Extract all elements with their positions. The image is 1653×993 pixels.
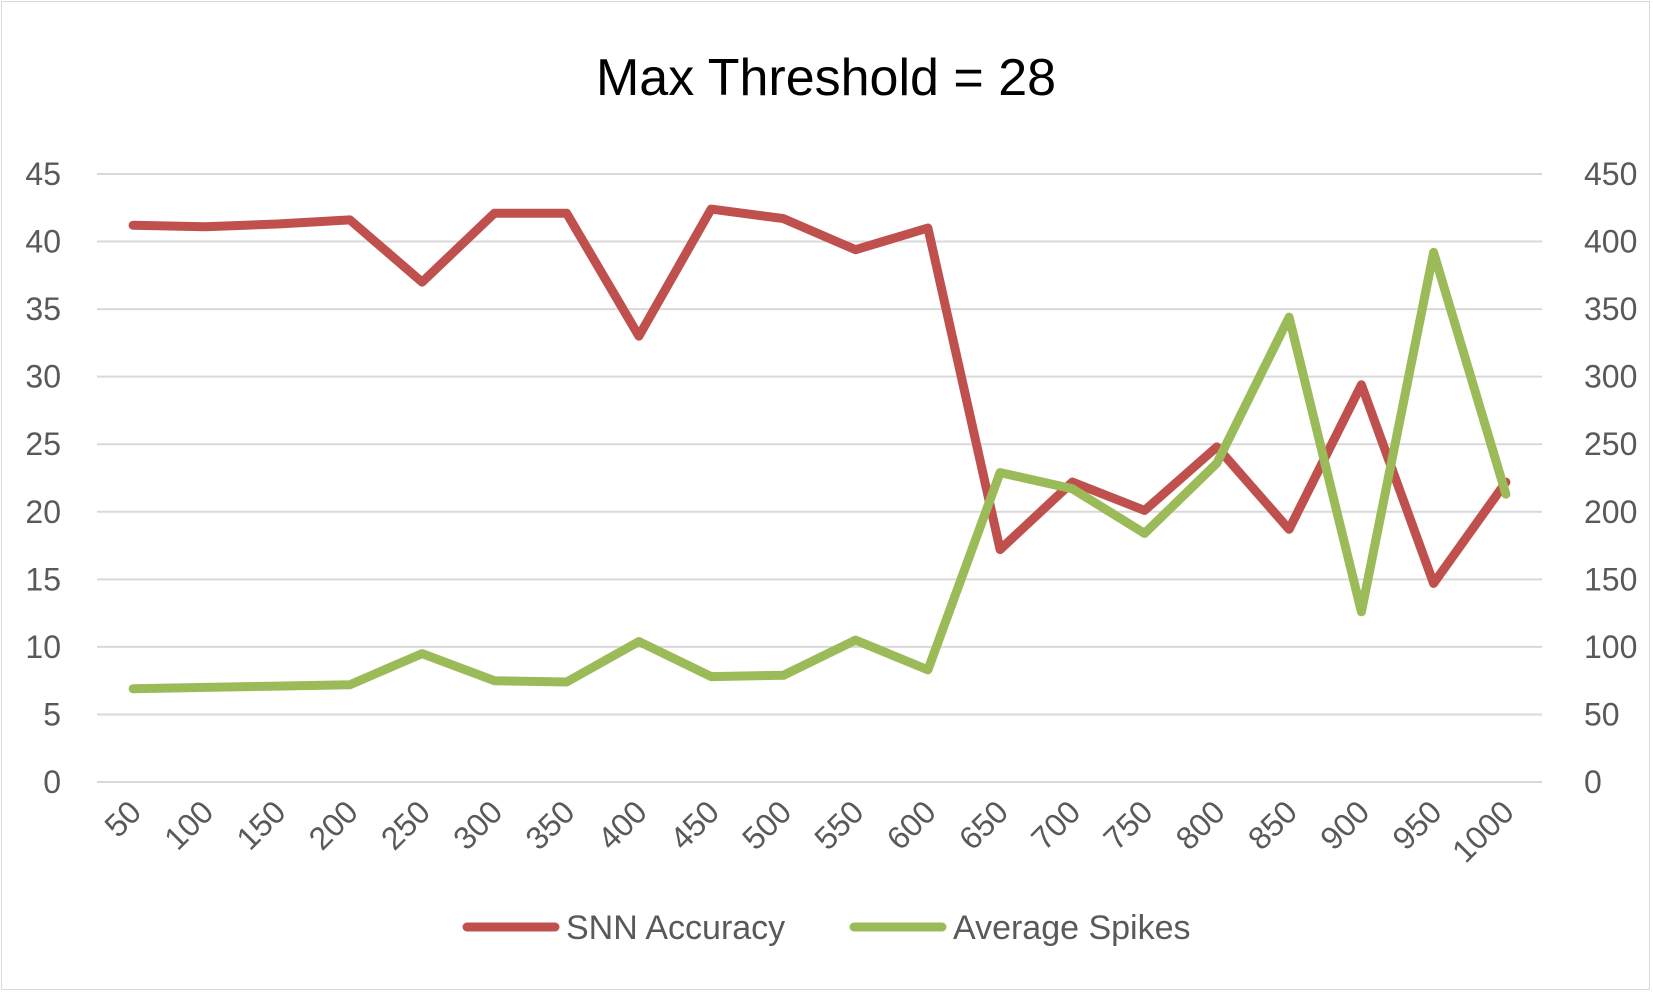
series-line-average-spikes xyxy=(128,247,1511,694)
right-axis-tick-label: 50 xyxy=(1584,696,1620,732)
x-axis-tick-label: 750 xyxy=(1096,793,1159,856)
x-axis-tick-label: 700 xyxy=(1024,793,1087,856)
right-axis-tick-label: 250 xyxy=(1584,426,1637,462)
legend: SNN Accuracy Average Spikes xyxy=(462,909,1191,947)
legend-label: SNN Accuracy xyxy=(566,909,785,947)
x-axis-tick-label: 200 xyxy=(302,793,365,856)
x-axis-tick-labels: 50 100 150 200 250 300 350 400 450 500 550 600 650 70… xyxy=(97,793,1520,869)
x-axis-tick-label: 900 xyxy=(1313,793,1376,856)
x-axis-tick-label: 50 xyxy=(97,793,148,844)
x-axis-tick-label: 500 xyxy=(735,793,798,856)
x-axis-tick-label: 650 xyxy=(952,793,1015,856)
x-axis-tick-label: 850 xyxy=(1241,793,1304,856)
x-axis-tick-label: 300 xyxy=(446,793,509,856)
chart-title: Max Threshold = 28 xyxy=(596,49,1056,107)
x-axis-tick-label: 450 xyxy=(663,793,726,856)
series-line-snn-accuracy xyxy=(128,204,1511,588)
x-axis-tick-label: 800 xyxy=(1169,793,1232,856)
right-axis-tick-label: 200 xyxy=(1584,494,1637,530)
right-axis-tick-label: 100 xyxy=(1584,629,1637,665)
right-axis-tick-label: 450 xyxy=(1584,156,1637,192)
gridlines xyxy=(97,173,1542,783)
left-axis-tick-label: 45 xyxy=(25,156,61,192)
left-axis-tick-label: 15 xyxy=(25,561,61,597)
right-axis-tick-label: 150 xyxy=(1584,561,1637,597)
x-axis-tick-label: 350 xyxy=(518,793,581,856)
left-axis-tick-label: 5 xyxy=(43,696,61,732)
right-axis-tick-label: 300 xyxy=(1584,359,1637,395)
x-axis-tick-label: 250 xyxy=(374,793,437,856)
left-axis-tick-label: 35 xyxy=(25,291,61,327)
left-axis-tick-label: 10 xyxy=(25,629,61,665)
right-axis-tick-label: 400 xyxy=(1584,224,1637,260)
right-axis-tick-label: 0 xyxy=(1584,764,1602,800)
x-axis-tick-label: 600 xyxy=(880,793,943,856)
x-axis-tick-label: 150 xyxy=(229,793,292,856)
legend-label: Average Spikes xyxy=(953,909,1191,947)
left-axis-tick-label: 0 xyxy=(43,764,61,800)
left-axis-tick-label: 25 xyxy=(25,426,61,462)
right-axis-tick-labels: 0 50 100 150 200 250 300 350 400 450 xyxy=(1584,156,1637,800)
left-axis-tick-label: 40 xyxy=(25,224,61,260)
right-axis-tick-label: 350 xyxy=(1584,291,1637,327)
series-lines xyxy=(128,204,1511,694)
x-axis-tick-label: 950 xyxy=(1385,793,1448,856)
x-axis-tick-label: 100 xyxy=(157,793,220,856)
x-axis-tick-label: 550 xyxy=(807,793,870,856)
left-axis-tick-label: 30 xyxy=(25,359,61,395)
x-axis-tick-label: 1000 xyxy=(1445,793,1521,869)
left-axis-tick-labels: 0 5 10 15 20 25 30 35 40 45 xyxy=(25,156,61,800)
left-axis-tick-label: 20 xyxy=(25,494,61,530)
x-axis-tick-label: 400 xyxy=(591,793,654,856)
